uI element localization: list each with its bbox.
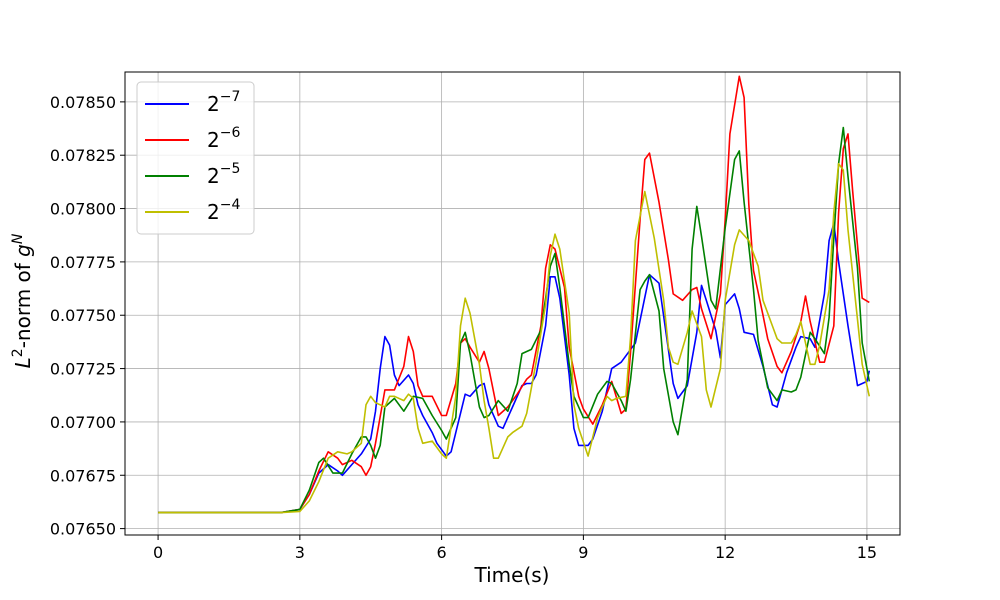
series-line-4 bbox=[158, 162, 871, 514]
legend-label-exponent: −6 bbox=[220, 125, 241, 141]
legend-label-base: 2 bbox=[207, 200, 220, 224]
y-tick-label: 0.07650 bbox=[50, 520, 116, 539]
legend-box bbox=[136, 81, 255, 235]
y-axis-title-sup2: N bbox=[10, 233, 26, 244]
legend-label-base: 2 bbox=[207, 92, 220, 116]
x-tick-label: 6 bbox=[437, 543, 447, 562]
y-tick-label: 0.07675 bbox=[50, 466, 116, 485]
y-tick-label: 0.07750 bbox=[50, 306, 116, 325]
x-tick-label: 12 bbox=[715, 543, 735, 562]
legend: 2−72−62−52−4 bbox=[136, 81, 255, 235]
x-tick-label: 0 bbox=[153, 543, 163, 562]
series-line-1 bbox=[158, 222, 871, 514]
series-lines bbox=[158, 75, 871, 514]
y-axis-title-sup1: 2 bbox=[10, 348, 26, 357]
y-tick-label: 0.07850 bbox=[50, 93, 116, 112]
plot-frame bbox=[124, 71, 901, 536]
x-tick-label: 15 bbox=[857, 543, 877, 562]
legend-label-4: 2−4 bbox=[207, 197, 240, 224]
grid bbox=[125, 72, 900, 535]
axis-ticks: 0 3 6 9 12 15 0.07650 0.07675 0.07700 0.07725 0.07… bbox=[50, 93, 877, 562]
legend-label-base: 2 bbox=[207, 128, 220, 152]
y-axis-title-mid: -norm of bbox=[11, 257, 35, 348]
y-tick-label: 0.07775 bbox=[50, 253, 116, 272]
legend-label-base: 2 bbox=[207, 164, 220, 188]
y-axis-title-base: L bbox=[11, 357, 35, 368]
legend-label-exponent: −7 bbox=[220, 89, 241, 105]
x-axis-title: Time(s) bbox=[474, 563, 550, 587]
y-tick-label: 0.07725 bbox=[50, 360, 116, 379]
legend-label-exponent: −5 bbox=[220, 161, 241, 177]
y-axis-title: L2-norm of gN bbox=[10, 233, 35, 368]
y-axis-title-var: g bbox=[11, 244, 35, 257]
y-tick-label: 0.07700 bbox=[50, 413, 116, 432]
y-tick-label: 0.07800 bbox=[50, 200, 116, 219]
series-line-2 bbox=[158, 75, 870, 514]
series-line-3 bbox=[158, 126, 871, 514]
legend-label-exponent: −4 bbox=[220, 197, 241, 213]
x-tick-label: 3 bbox=[295, 543, 305, 562]
x-tick-label: 9 bbox=[578, 543, 588, 562]
legend-label-2: 2−6 bbox=[207, 125, 240, 152]
legend-label-3: 2−5 bbox=[207, 161, 240, 188]
y-tick-label: 0.07825 bbox=[50, 146, 116, 165]
legend-label-1: 2−7 bbox=[207, 89, 240, 116]
